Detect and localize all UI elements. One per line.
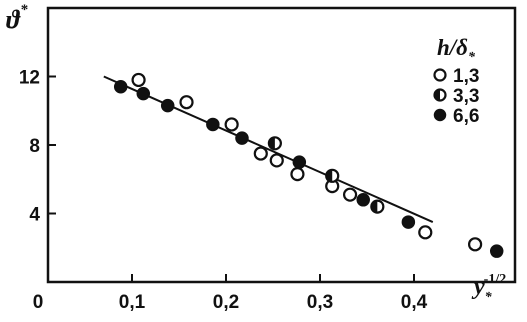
series-2-point-5 [292,155,307,169]
legend-marker-1 [433,88,447,102]
y-tick-label: 8 [29,136,40,157]
legend-label-0: 1,3 [453,66,479,87]
series-0-point-8 [418,225,433,240]
x-tick-label: 0,4 [401,292,428,313]
series-2-point-6 [356,193,370,207]
series-1-point-1 [325,168,340,183]
legend-marker-0 [433,68,447,82]
legend-title: h/δ* [437,35,475,65]
series-2-point-8 [489,244,504,258]
series-0-point-9 [468,237,483,252]
series-0-point-2 [224,117,239,132]
series-0-point-3 [253,146,268,161]
legend-label-1: 3,3 [453,86,479,107]
legend-marker-2 [433,108,447,122]
series-0-point-1 [179,95,194,110]
series-2-point-3 [206,117,220,132]
y-tick-label: 12 [19,68,40,89]
x-tick-label: 0,2 [213,292,239,313]
series-0-point-0 [131,72,146,88]
series-2-point-4 [235,131,249,145]
series-2-point-7 [401,215,416,229]
y-tick-label: 4 [29,205,40,226]
fit-line [103,75,434,223]
x-tick-label: 0,1 [119,292,146,313]
y-axis-label: ϑ* [6,2,29,34]
series-1-point-0 [267,136,282,151]
x-axis-label: y*-1/2 [474,272,507,305]
series-1-point-2 [370,199,385,214]
series-0-point-5 [290,167,305,182]
series-2-point-0 [113,80,128,94]
series-0-point-7 [342,187,358,202]
x-tick-label: 0 [33,292,44,313]
series-2-point-2 [160,98,175,113]
x-tick-label: 0,3 [307,292,333,313]
series-2-point-1 [136,86,151,101]
series-0-point-4 [269,153,284,168]
legend-label-2: 6,6 [453,106,479,127]
